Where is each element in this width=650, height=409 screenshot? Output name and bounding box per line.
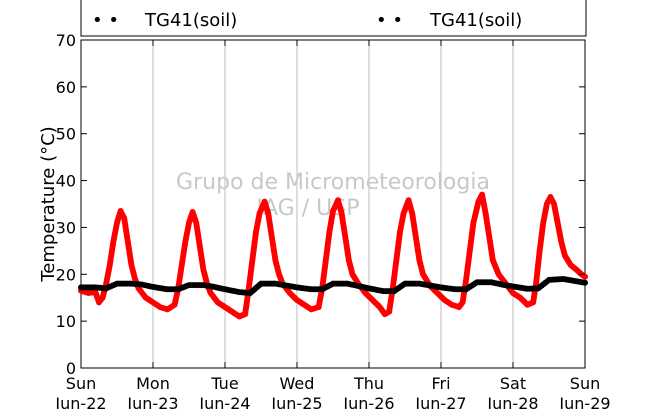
data-point	[582, 279, 588, 286]
legend-label-right: TG41(soil)	[429, 10, 522, 31]
y-tick-label: 0	[66, 359, 76, 378]
x-tick-label-day: Mon	[136, 374, 170, 393]
x-tick-label-day: Sat	[500, 374, 526, 393]
x-tick-label-day: Tue	[210, 374, 238, 393]
x-tick-label-date: Jun-24	[198, 394, 250, 409]
y-tick-label: 70	[56, 31, 76, 50]
x-tick-label-day: Thu	[353, 374, 384, 393]
x-tick-label-date: Jun-22	[54, 394, 106, 409]
plot-area	[80, 39, 586, 369]
x-tick-label-date: Jun-28	[486, 394, 538, 409]
x-tick-label-day: Sun	[66, 374, 96, 393]
legend: • • TG41(soil) • • TG41(soil)	[80, 0, 587, 37]
series-0	[78, 191, 588, 320]
x-axis: SunJun-22MonJun-23TueJun-24WedJun-25ThuJ…	[54, 40, 611, 409]
watermark-line1: Grupo de Micrometeorologia	[176, 170, 490, 195]
x-tick-label-day: Sun	[570, 374, 600, 393]
grid-lines	[152, 40, 514, 368]
y-tick-label: 10	[56, 312, 76, 331]
x-tick-label-date: Jun-29	[558, 394, 610, 409]
x-tick-label-date: Jun-26	[342, 394, 394, 409]
x-tick-label-date: Jun-23	[126, 394, 178, 409]
y-tick-label: 30	[56, 218, 76, 237]
x-tick-label-date: Jun-25	[270, 394, 322, 409]
y-tick-label: 50	[56, 125, 76, 144]
data-point	[582, 273, 588, 280]
y-tick-label: 40	[56, 172, 76, 191]
legend-marker-left: • •	[92, 10, 119, 31]
legend-marker-right: • •	[376, 10, 403, 31]
y-axis-label: Temperature (°C)	[38, 126, 59, 282]
x-tick-label-date: Jun-27	[414, 394, 466, 409]
legend-label-left: TG41(soil)	[144, 10, 237, 31]
legend-box-left	[80, 0, 587, 37]
y-tick-label: 60	[56, 78, 76, 97]
x-tick-label-day: Wed	[280, 374, 315, 393]
series-1	[78, 275, 588, 297]
x-tick-label-day: Fri	[431, 374, 450, 393]
y-axis: 0 10 20 30 40 50 60 70	[56, 31, 585, 378]
series-layer	[78, 191, 588, 320]
y-tick-label: 20	[56, 265, 76, 284]
